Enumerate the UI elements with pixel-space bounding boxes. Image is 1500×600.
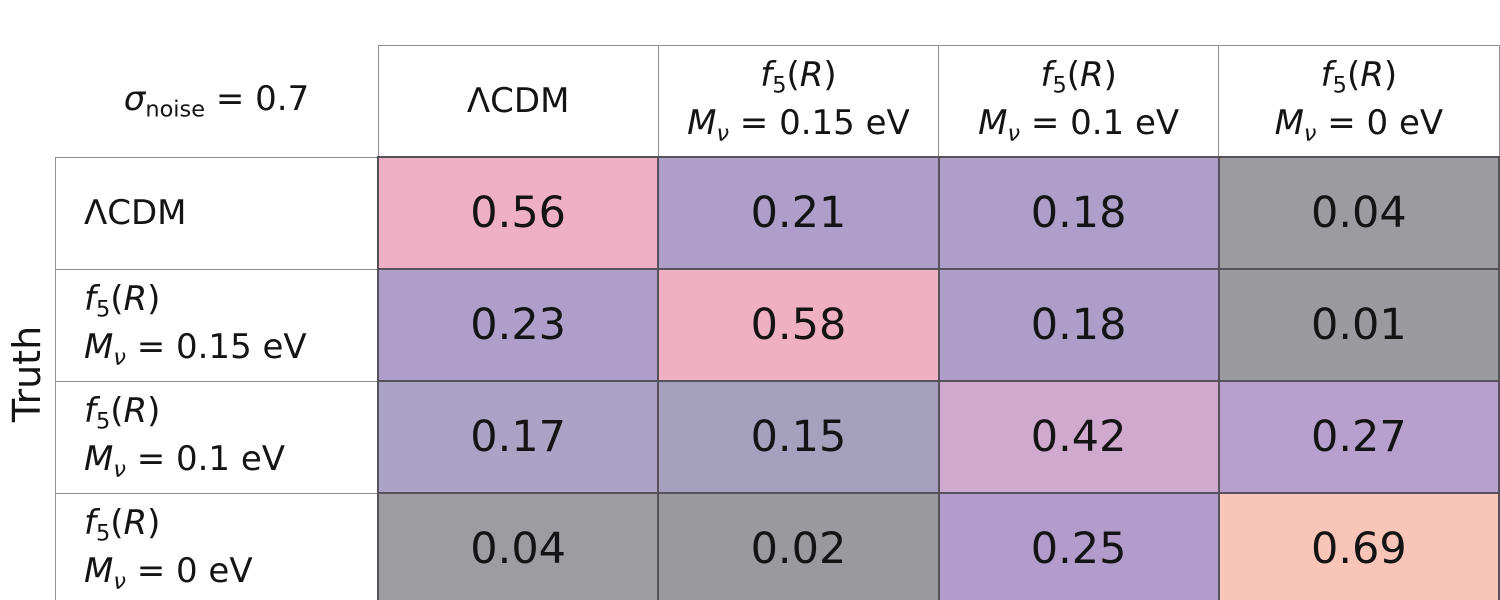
- matrix-cell: 0.04: [1217, 156, 1500, 270]
- table-row: ΛCDM 0.56 0.21 0.18 0.04: [55, 156, 1500, 270]
- matrix-cell: 0.04: [376, 492, 660, 600]
- noise-level-title: σnoise = 0.7: [55, 45, 378, 157]
- table-row: f5(R) Mν = 0.1 eV 0.17 0.15 0.42 0.27: [55, 380, 1500, 494]
- matrix-cell: 0.02: [657, 492, 940, 600]
- matrix-cell: 0.17: [376, 380, 660, 494]
- y-axis-label-text: Truth: [5, 325, 50, 422]
- matrix-cell: 0.18: [937, 156, 1220, 270]
- row-header-f5r-015ev: f5(R) Mν = 0.15 eV: [55, 268, 379, 382]
- matrix-cell: 0.01: [1217, 268, 1500, 382]
- table-row: f5(R) Mν = 0 eV 0.04 0.02 0.25 0.69: [55, 492, 1500, 600]
- matrix-cell: 0.25: [937, 492, 1220, 600]
- confusion-matrix-table: σnoise = 0.7 ΛCDM f5(R) Mν = 0.15 eV f5(R…: [55, 45, 1500, 600]
- column-header-f5r-015ev: f5(R) Mν = 0.15 eV: [657, 45, 940, 158]
- y-axis-label: Truth: [0, 155, 55, 592]
- matrix-cell: 0.56: [376, 156, 660, 270]
- matrix-cell: 0.42: [937, 380, 1220, 494]
- column-header-f5r-0ev: f5(R) Mν = 0 eV: [1218, 45, 1500, 158]
- matrix-cell: 0.15: [657, 380, 940, 494]
- column-header-lcdm: ΛCDM: [377, 45, 659, 158]
- matrix-cell: 0.69: [1217, 492, 1500, 600]
- row-header-f5r-01ev: f5(R) Mν = 0.1 eV: [55, 380, 379, 494]
- matrix-cell: 0.21: [657, 156, 940, 270]
- header-row: σnoise = 0.7 ΛCDM f5(R) Mν = 0.15 eV f5(R…: [55, 45, 1500, 158]
- row-header-lcdm: ΛCDM: [55, 156, 379, 270]
- table-row: f5(R) Mν = 0.15 eV 0.23 0.58 0.18 0.01: [55, 268, 1500, 382]
- matrix-cell: 0.27: [1217, 380, 1500, 494]
- matrix-cell: 0.58: [657, 268, 940, 382]
- matrix-cell: 0.18: [937, 268, 1220, 382]
- column-header-f5r-01ev: f5(R) Mν = 0.1 eV: [938, 45, 1220, 158]
- matrix-cell: 0.23: [376, 268, 660, 382]
- row-header-f5r-0ev: f5(R) Mν = 0 eV: [55, 492, 379, 600]
